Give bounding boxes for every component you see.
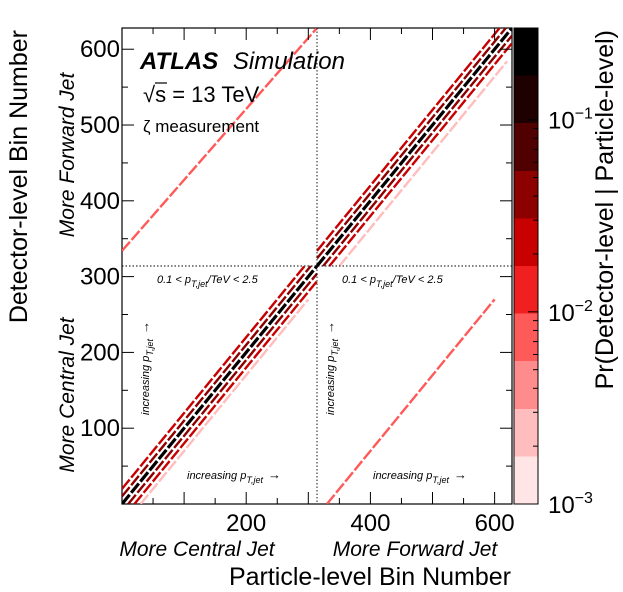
- colorbar-tick-label: 10−2: [548, 298, 593, 327]
- x-tick-label: 400: [350, 510, 390, 537]
- colorbar-tick-label: 10−1: [548, 106, 593, 135]
- atlas-header: ATLAS Simulation: [139, 48, 345, 75]
- migration-band-6: [315, 28, 512, 268]
- colorbar-title: Pr(Detector-level | Particle-level): [591, 30, 619, 389]
- migration-band-10: [328, 42, 512, 267]
- migration-band-1: [122, 265, 312, 498]
- migration-band-0: [122, 264, 319, 504]
- y-tick-label: 300: [80, 264, 120, 291]
- y-tick-label: 100: [80, 415, 120, 442]
- colorbar-ticks: 10−1 10−2 10−3: [528, 61, 593, 519]
- energy-rest: = 13 TeV: [166, 82, 259, 107]
- pt-range-label-central: 0.1 < pT,jet/TeV < 2.5: [157, 274, 259, 289]
- migration-band-2: [122, 265, 306, 490]
- y-axis-title: Detector-level Bin Number: [5, 30, 33, 323]
- migration-band-5: [139, 298, 310, 504]
- migration-band-3: [127, 272, 318, 504]
- x-region-label-forward: More Forward Jet: [333, 538, 499, 561]
- experiment-tag: Simulation: [233, 48, 345, 75]
- colorbar: [513, 27, 539, 505]
- migration-band-12: [122, 28, 318, 252]
- pt-range-label-forward: 0.1 < pT,jet/TeV < 2.5: [342, 274, 444, 289]
- y-region-label-central: More Central Jet: [56, 316, 79, 472]
- migration-band-13: [326, 298, 496, 504]
- x-tick-label: 600: [475, 510, 515, 537]
- increasing-pt-label-x-forward: increasing pT,jet →: [373, 467, 467, 485]
- energy-label: √s = 13 TeV: [143, 82, 260, 107]
- measurement-label: ζ measurement: [143, 117, 259, 136]
- energy-s: s: [155, 82, 166, 107]
- increasing-pt-label-y-central: increasing pT,jet→: [137, 321, 155, 415]
- migration-band-11: [338, 60, 508, 267]
- migration-bands: [122, 28, 512, 504]
- increasing-pt-label-x-central: increasing pT,jet →: [187, 467, 281, 485]
- migration-band-4: [133, 280, 318, 504]
- y-axis-ticks: 100 200 300 400 500 600: [80, 36, 512, 467]
- y-tick-label: 500: [80, 112, 120, 139]
- experiment-name: ATLAS: [139, 48, 218, 75]
- x-axis-ticks: 200 400 600: [152, 28, 515, 537]
- y-tick-label: 200: [80, 339, 120, 366]
- y-tick-label: 400: [80, 188, 120, 215]
- y-region-label-forward: More Forward Jet: [56, 72, 79, 238]
- y-tick-label: 600: [80, 36, 120, 63]
- x-tick-label: 200: [226, 510, 266, 537]
- increasing-pt-label-y-forward: increasing pT,jet→: [322, 321, 340, 415]
- energy-sqrt-sign: √: [143, 82, 156, 107]
- migration-band-9: [322, 34, 512, 267]
- x-region-label-central: More Central Jet: [119, 538, 275, 561]
- migration-band-8: [316, 28, 501, 252]
- migration-band-7: [316, 28, 507, 260]
- x-axis-title: Particle-level Bin Number: [229, 563, 511, 591]
- colorbar-tick-label: 10−3: [548, 490, 593, 519]
